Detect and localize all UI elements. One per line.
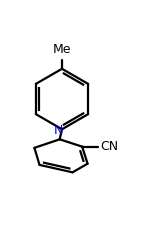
- Text: CN: CN: [100, 140, 118, 153]
- Text: Me: Me: [53, 43, 71, 56]
- Text: N: N: [54, 124, 64, 138]
